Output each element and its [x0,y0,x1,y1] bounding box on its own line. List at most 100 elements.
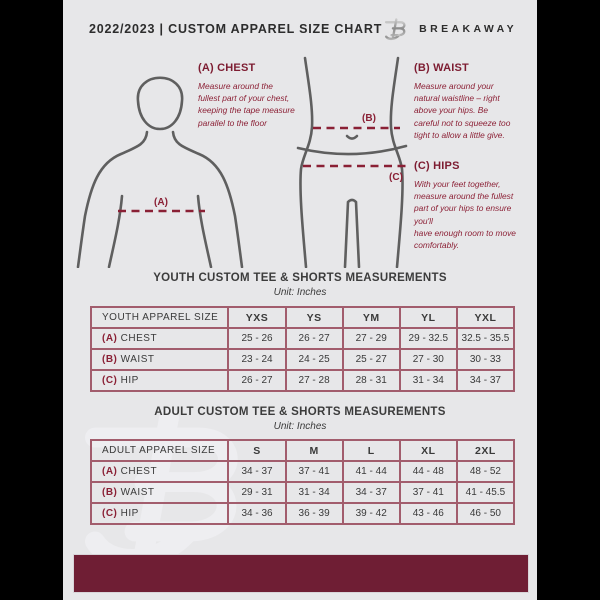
value-cell: 41 - 44 [341,460,401,483]
table-row-youth-chest: (A) CHEST 25 - 26 26 - 27 27 - 29 29 - 3… [89,327,516,350]
row-key: (B) [102,354,118,365]
waist-instruction: (B) WAIST Measure around your natural wa… [414,62,514,141]
value-cell: 23 - 24 [227,348,287,371]
hips-instruction-text: With your feet together, measure around … [414,179,516,250]
value-cell: 34 - 37 [341,481,401,504]
row-key: (A) [102,333,118,344]
waist-instruction-text: Measure around your natural waistline – … [414,81,511,140]
value-cell: 37 - 41 [398,481,458,504]
youth-table-container: YOUTH APPAREL SIZE YXS YS YM YL YXL (A) … [89,306,516,392]
youth-size-table: YOUTH APPAREL SIZE YXS YS YM YL YXL (A) … [89,306,516,392]
hips-instruction-heading: (C) HIPS [414,160,460,172]
youth-size-ys: YS [284,306,344,329]
table-row-adult-waist: (B) WAIST 29 - 31 31 - 34 34 - 37 37 - 4… [89,481,516,504]
youth-section-title: YOUTH CUSTOM TEE & SHORTS MEASUREMENTS [153,272,447,284]
table-row-youth-hip: (C) HIP 26 - 27 27 - 28 28 - 31 31 - 34 … [89,369,516,392]
adult-size-s: S [227,439,287,462]
value-cell: 26 - 27 [284,327,344,350]
brand-lockup: BREAKAWAY [382,16,517,42]
youth-size-yxl: YXL [455,306,516,329]
page-title: 2022/2023 | CUSTOM APPAREL SIZE CHART [89,22,383,36]
value-cell: 31 - 34 [398,369,458,392]
hip-curve-line [296,144,408,156]
value-cell: 29 - 32.5 [398,327,458,350]
adult-size-table: ADULT APPAREL SIZE S M L XL 2XL (A) CHES… [89,439,516,525]
row-label: HIP [120,508,139,519]
row-label: WAIST [120,354,155,365]
row-key: (B) [102,487,118,498]
youth-size-yl: YL [398,306,458,329]
torso-diagram: (A) [76,76,244,268]
right-shoulder-arm-line [171,130,244,268]
youth-size-ym: YM [341,306,401,329]
value-cell: 24 - 25 [284,348,344,371]
row-label-cell: (C) HIP [89,369,230,392]
navel-mark [345,134,359,140]
value-cell: 32.5 - 35.5 [455,327,516,350]
youth-col-header: YOUTH APPAREL SIZE [89,306,230,329]
value-cell: 25 - 27 [341,348,401,371]
breakaway-logo-icon [385,18,406,41]
left-torso-line [107,194,124,268]
left-hip-leg-line [299,56,314,268]
adult-table-container: ADULT APPAREL SIZE S M L XL 2XL (A) CHES… [89,439,516,525]
hips-instruction: (C) HIPS With your feet together, measur… [414,160,520,251]
adult-size-2xl: 2XL [455,439,516,462]
value-cell: 36 - 39 [284,502,344,525]
adult-size-xl: XL [398,439,458,462]
row-label-cell: (B) WAIST [89,481,230,504]
youth-size-yxs: YXS [227,306,287,329]
row-label-cell: (A) CHEST [89,460,230,483]
row-key: (C) [102,375,118,386]
adult-col-header: ADULT APPAREL SIZE [89,439,230,462]
right-hip-leg-line [389,56,404,268]
row-label: WAIST [120,487,155,498]
chest-instruction-heading: (A) CHEST [198,62,256,74]
chest-instruction-text: Measure around the fullest part of your … [198,81,295,128]
row-label-cell: (B) WAIST [89,348,230,371]
value-cell: 30 - 33 [455,348,516,371]
value-cell: 48 - 52 [455,460,516,483]
value-cell: 39 - 42 [341,502,401,525]
waist-measure-label: (B) [362,113,376,124]
chest-measure-label: (A) [154,197,168,208]
hips-measure-label: (C) [389,172,403,183]
adult-size-m: M [284,439,344,462]
lower-body-diagram: (B) (C) [296,56,408,268]
value-cell: 34 - 37 [227,460,287,483]
left-shoulder-arm-line [76,130,149,268]
head-outline [136,76,184,131]
value-cell: 41 - 45.5 [455,481,516,504]
row-label: CHEST [120,466,158,477]
footer-accent-bar [73,554,529,593]
value-cell: 43 - 46 [398,502,458,525]
adult-size-l: L [341,439,401,462]
row-label: HIP [120,375,139,386]
chest-instruction: (A) CHEST Measure around the fullest par… [198,62,295,129]
row-key: (A) [102,466,118,477]
adult-header-row: ADULT APPAREL SIZE S M L XL 2XL [89,439,516,462]
value-cell: 31 - 34 [284,481,344,504]
brand-name: BREAKAWAY [419,23,518,35]
youth-header-row: YOUTH APPAREL SIZE YXS YS YM YL YXL [89,306,516,329]
row-label-cell: (C) HIP [89,502,230,525]
value-cell: 34 - 37 [455,369,516,392]
value-cell: 46 - 50 [455,502,516,525]
document-header: 2022/2023 | CUSTOM APPAREL SIZE CHART BR… [89,16,515,42]
value-cell: 25 - 26 [227,327,287,350]
table-row-adult-chest: (A) CHEST 34 - 37 37 - 41 41 - 44 44 - 4… [89,460,516,483]
value-cell: 28 - 31 [341,369,401,392]
waist-instruction-heading: (B) WAIST [414,62,469,74]
youth-section-unit: Unit: Inches [273,287,327,298]
value-cell: 27 - 28 [284,369,344,392]
adult-section-title: ADULT CUSTOM TEE & SHORTS MEASUREMENTS [154,406,446,418]
table-row-adult-hip: (C) HIP 34 - 36 36 - 39 39 - 42 43 - 46 … [89,502,516,525]
size-chart-page: 2022/2023 | CUSTOM APPAREL SIZE CHART BR… [63,0,537,600]
inner-leg-lines [343,198,361,268]
value-cell: 29 - 31 [227,481,287,504]
row-label-cell: (A) CHEST [89,327,230,350]
adult-section-unit: Unit: Inches [273,421,327,432]
row-key: (C) [102,508,118,519]
table-row-youth-waist: (B) WAIST 23 - 24 24 - 25 25 - 27 27 - 3… [89,348,516,371]
value-cell: 34 - 36 [227,502,287,525]
